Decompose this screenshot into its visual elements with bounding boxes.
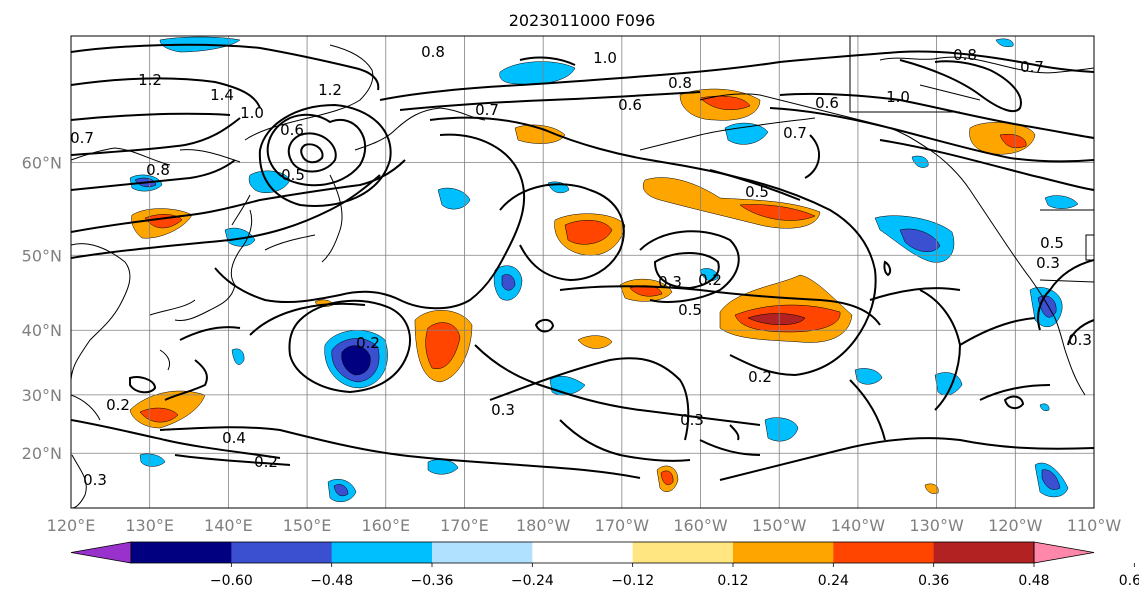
colorbar-segment [131,542,232,563]
colorbar-tick-label: 0.36 [918,573,949,589]
contour-label: 0.4 [222,429,246,447]
contour-label: 0.7 [70,129,94,147]
contour-label: 0.6 [815,94,839,112]
coastlines [71,36,1094,508]
longitude-tick-label: 120°W [988,516,1043,535]
colorbar-tick-label: 0.60 [1119,573,1139,589]
colorbar-tick-label: 0.12 [717,573,748,589]
longitude-tick-label: 170°W [595,516,650,535]
contour-label: 0.2 [254,453,278,471]
contour-label: 0.6 [618,96,642,114]
colorbar-outline [130,541,1035,564]
shading-layer [129,36,1079,503]
colorbar-extend-high [1033,541,1095,564]
colorbar-segment [733,542,834,563]
colorbar-tick-label: 0.24 [818,573,849,589]
colorbar-tick-label: −0.24 [511,573,554,589]
contour-label: 0.2 [356,334,380,352]
colorbar: −0.60 −0.48 −0.36 −0.24 −0.12 0.12 0.24 0.36 0.4… [70,541,1139,589]
contour-label: 0.8 [421,43,445,61]
contour-label: 1.2 [318,81,342,99]
longitude-tick-label: 140°W [831,516,886,535]
colorbar-tick-label: −0.48 [310,573,353,589]
contour-label: 1.4 [210,86,234,104]
colorbar-tick-label: 0.48 [1018,573,1049,589]
longitude-tick-label: 150°E [283,516,332,535]
contour-label: 1.0 [240,104,264,122]
longitude-tick-label: 120°E [47,516,96,535]
colorbar-segment [532,542,634,563]
latitude-tick-labels: 20°N 30°N 40°N 50°N 60°N [22,154,62,464]
colorbar-segment [331,542,433,563]
longitude-tick-label: 140°E [204,516,253,535]
contour-label: 0.5 [745,183,769,201]
contour-label: 0.2 [698,271,722,289]
colorbar-segment [231,542,333,563]
contour-label: 0.3 [1036,254,1060,272]
contour-label: 0.7 [475,101,499,119]
longitude-tick-label: 130°W [909,516,964,535]
colorbar-extend-low [70,541,132,564]
contour-label: 0.6 [280,121,304,139]
longitude-tick-label: 110°W [1067,516,1122,535]
contour-label: 1.2 [138,71,162,89]
contour-label: 0.5 [281,166,305,184]
contour-label: 0.3 [83,471,107,489]
contour-label: 1.0 [593,49,617,67]
gridlines [71,36,1094,508]
longitude-tick-label: 150°W [752,516,807,535]
contour-label: 0.8 [668,74,692,92]
longitude-tick-label: 160°E [361,516,410,535]
map-title: 2023011000 F096 [509,11,656,30]
latitude-tick-label: 20°N [22,444,62,463]
longitude-tick-label: 160°W [673,516,728,535]
longitude-tick-label: 130°E [125,516,174,535]
colorbar-segment [833,542,935,563]
latitude-tick-label: 50°N [22,246,62,265]
map-frame [70,35,1095,509]
colorbar-tick-label: −0.12 [611,573,654,589]
longitude-tick-label: 170°E [440,516,489,535]
colorbar-tick-label: −0.60 [210,573,253,589]
contour-label: 0.8 [953,46,977,64]
longitude-tick-labels: 120°E 130°E 140°E 150°E 160°E 170°E 180°W 170°W… [47,516,1122,535]
contour-label: 0.3 [658,273,682,291]
colorbar-segment [933,542,1035,563]
contour-label: 0.3 [1068,331,1092,349]
contour-label: 0.3 [491,401,515,419]
longitude-tick-label: 180°W [516,516,571,535]
contour-labels: 0.8 1.0 0.8 0.7 1.2 1.4 1.2 1.0 0.6 0.5 … [70,43,1092,489]
contour-label: 0.2 [748,368,772,386]
latitude-tick-label: 30°N [22,386,62,405]
latitude-tick-label: 60°N [22,154,62,173]
latitude-tick-label: 40°N [22,321,62,340]
contour-label: 0.5 [678,301,702,319]
contour-label: 0.7 [1020,58,1044,76]
contour-label: 0.5 [1040,234,1064,252]
colorbar-segment [632,542,734,563]
contour-label: 0.3 [680,411,704,429]
map-area: 0.8 1.0 0.8 0.7 1.2 1.4 1.2 1.0 0.6 0.5 … [70,36,1094,508]
contour-label: 0.7 [783,124,807,142]
colorbar-segment [432,542,533,563]
contour-label: 1.0 [886,88,910,106]
contour-lines [71,43,1094,481]
contour-label: 0.8 [146,161,170,179]
colorbar-tick-label: −0.36 [411,573,454,589]
contour-label: 0.2 [106,396,130,414]
